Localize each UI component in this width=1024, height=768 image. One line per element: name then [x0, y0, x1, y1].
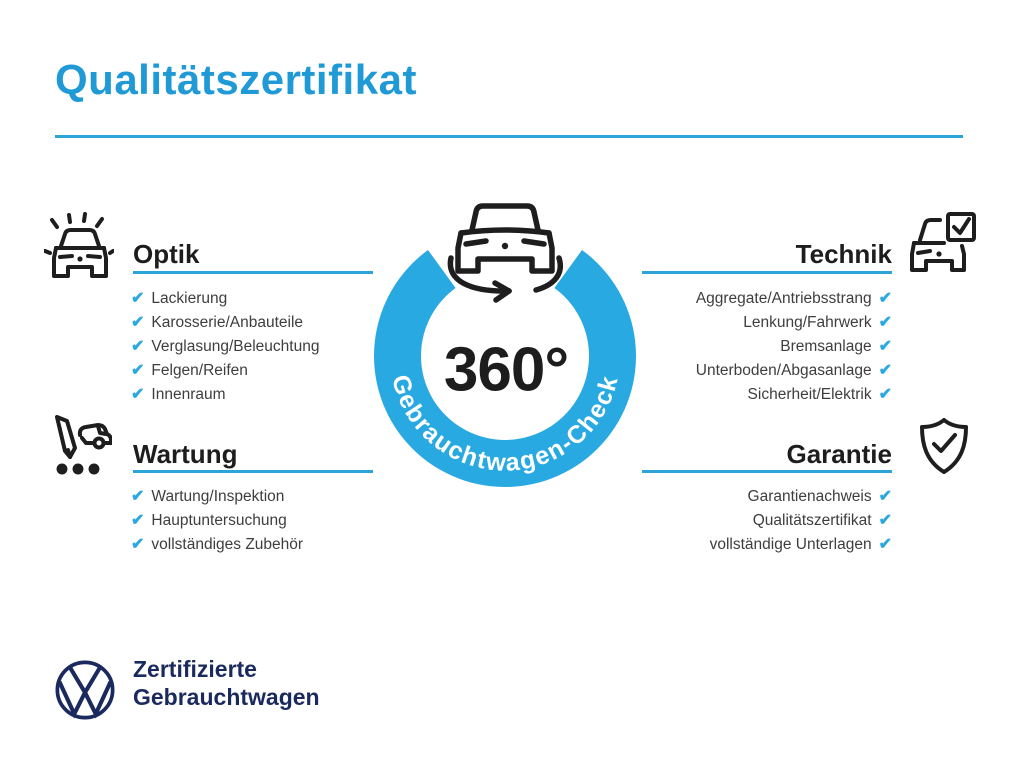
checklist-item: ✔ Karosserie/Anbauteile	[131, 311, 393, 335]
checklist-item-label: Sicherheit/Elektrik	[747, 386, 872, 403]
check-icon: ✔	[878, 512, 892, 529]
checklist-item-label: Lackierung	[151, 290, 228, 307]
section-title-wartung: Wartung	[133, 439, 238, 469]
check-icon: ✔	[131, 512, 145, 529]
checklist-optik: ✔ Lackierung ✔ Karosserie/Anbauteile ✔ Vergla…	[131, 287, 393, 407]
checklist-garantie: ✔ Garantienachweis ✔ Qualitätszertifikat ✔ vo…	[602, 485, 892, 557]
checklist-item-label: Felgen/Reifen	[151, 362, 248, 379]
check-icon: ✔	[878, 488, 892, 505]
checklist-item: ✔ Garantienachweis	[602, 485, 892, 509]
checklist-item-label: Garantienachweis	[747, 488, 872, 505]
checklist-item: ✔ Verglasung/Beleuchtung	[131, 335, 393, 359]
checklist-item: ✔ Sicherheit/Elektrik	[602, 383, 892, 407]
check-icon: ✔	[878, 536, 892, 553]
checklist-item: ✔ Lackierung	[131, 287, 393, 311]
check-icon: ✔	[878, 362, 892, 379]
checklist-item-label: Unterboden/Abgasanlage	[695, 362, 872, 379]
check-icon: ✔	[131, 536, 145, 553]
badge-degree-label: 360°	[444, 336, 568, 405]
check-icon: ✔	[878, 386, 892, 403]
check-icon: ✔	[131, 290, 145, 307]
title-divider	[55, 135, 963, 138]
checklist-item-label: Hauptuntersuchung	[151, 512, 287, 529]
section-underline-garantie	[642, 470, 892, 473]
checklist-item-label: Karosserie/Anbauteile	[151, 314, 304, 331]
rotating-car-icon	[447, 203, 563, 303]
brand-text: Zertifizierte Gebrauchtwagen	[133, 655, 320, 711]
checklist-item: ✔ vollständige Unterlagen	[602, 533, 892, 557]
checklist-wartung: ✔ Wartung/Inspektion ✔ Hauptuntersuchung ✔ vo…	[131, 485, 393, 557]
checklist-item: ✔ Innenraum	[131, 383, 393, 407]
checklist-item-label: Innenraum	[151, 386, 226, 403]
checklist-item-label: vollständiges Zubehör	[151, 536, 304, 553]
checklist-item-label: Qualitätszertifikat	[752, 512, 872, 529]
service-checklist-icon	[55, 415, 112, 475]
check-icon: ✔	[131, 386, 145, 403]
checklist-item: ✔ Qualitätszertifikat	[602, 509, 892, 533]
checklist-item: ✔ Lenkung/Fahrwerk	[602, 311, 892, 335]
brand-line-1: Zertifizierte	[133, 656, 257, 682]
check-icon: ✔	[131, 314, 145, 331]
page-title: Qualitätszertifikat	[55, 56, 417, 103]
checklist-item: ✔ Wartung/Inspektion	[131, 485, 393, 509]
checklist-item: ✔ Aggregate/Antriebsstrang	[602, 287, 892, 311]
badge-ring	[374, 250, 636, 487]
360-badge: Gebrauchtwagen-Check 360°	[374, 203, 636, 487]
check-icon: ✔	[878, 314, 892, 331]
section-title-garantie: Garantie	[786, 439, 893, 469]
section-title-technik: Technik	[795, 239, 892, 269]
checklist-item-label: Lenkung/Fahrwerk	[743, 314, 872, 331]
checklist-item: ✔ Bremsanlage	[602, 335, 892, 359]
shiny-car-icon	[44, 212, 114, 278]
brand-line-2: Gebrauchtwagen	[133, 684, 320, 710]
section-underline-technik	[642, 271, 892, 274]
section-underline-optik	[133, 271, 373, 274]
checklist-item: ✔ Hauptuntersuchung	[131, 509, 393, 533]
checklist-item-label: Wartung/Inspektion	[151, 488, 285, 505]
car-checkbox-icon	[910, 212, 976, 272]
checklist-item-label: Verglasung/Beleuchtung	[151, 338, 320, 355]
checklist-item: ✔ Felgen/Reifen	[131, 359, 393, 383]
checklist-item-label: vollständige Unterlagen	[709, 536, 872, 553]
check-icon: ✔	[131, 362, 145, 379]
check-icon: ✔	[131, 338, 145, 355]
section-title-optik: Optik	[133, 239, 200, 269]
checklist-item-label: Aggregate/Antriebsstrang	[695, 290, 872, 307]
checklist-item-label: Bremsanlage	[780, 338, 872, 355]
checklist-item: ✔ vollständiges Zubehör	[131, 533, 393, 557]
check-icon: ✔	[878, 338, 892, 355]
shield-check-icon	[920, 418, 968, 474]
check-icon: ✔	[878, 290, 892, 307]
check-icon: ✔	[131, 488, 145, 505]
checklist-technik: ✔ Aggregate/Antriebsstrang ✔ Lenkung/Fahrwe…	[602, 287, 892, 407]
vw-logo	[55, 660, 115, 720]
checklist-item: ✔ Unterboden/Abgasanlage	[602, 359, 892, 383]
section-underline-wartung	[133, 470, 373, 473]
